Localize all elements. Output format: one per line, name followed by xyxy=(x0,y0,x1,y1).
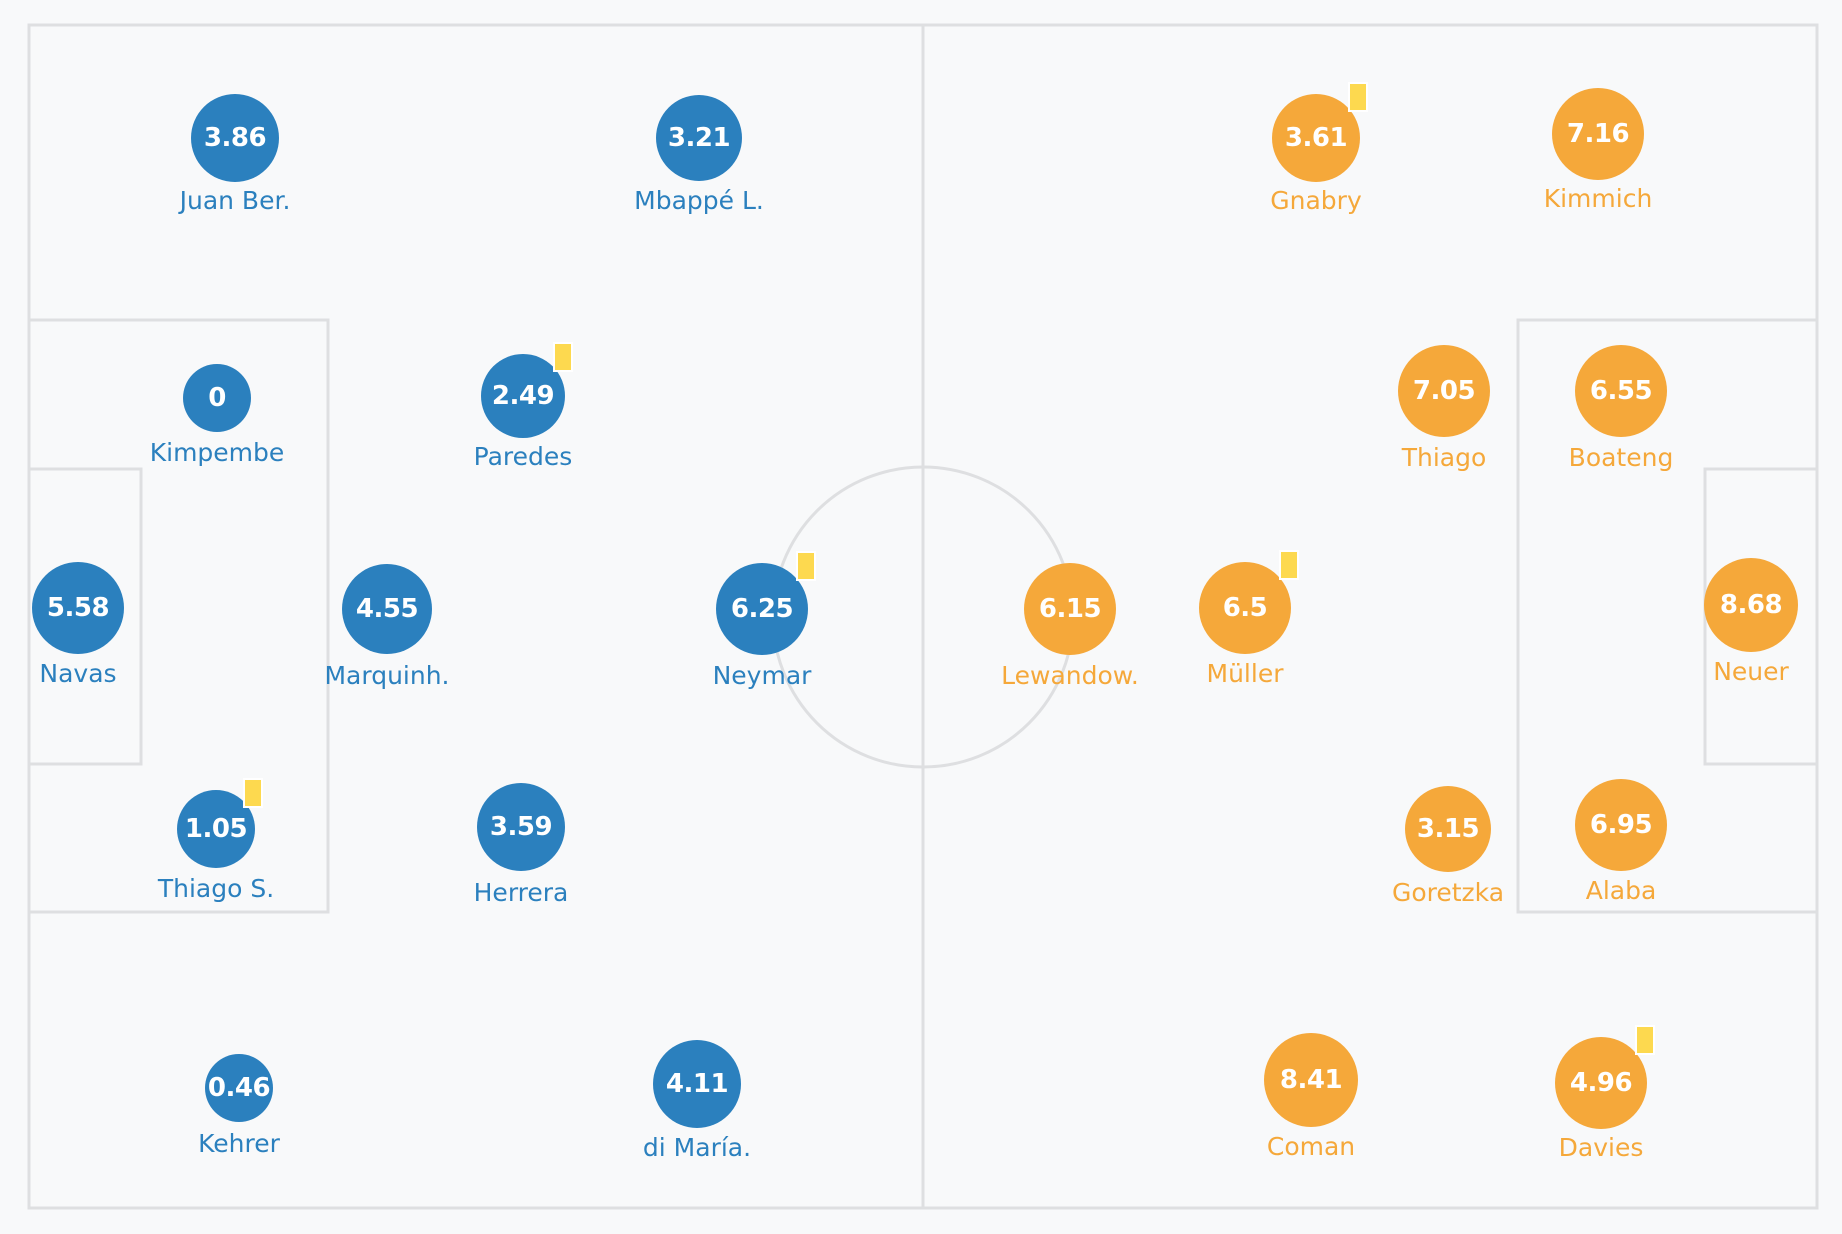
player-name: Kimmich xyxy=(1543,184,1653,213)
player-name: Juan Ber. xyxy=(179,186,291,215)
rating-badge: 3.61 xyxy=(1272,94,1360,182)
player-name: Davies xyxy=(1558,1133,1644,1162)
rating-badge: 6.55 xyxy=(1575,345,1667,437)
player-name: Navas xyxy=(39,659,117,688)
rating-badge: 1.05 xyxy=(177,790,255,868)
rating-badge: 4.11 xyxy=(653,1040,741,1128)
player-name: Gnabry xyxy=(1270,186,1362,215)
player-name: Thiago S. xyxy=(157,874,275,903)
player-name: Kehrer xyxy=(198,1129,280,1158)
player-name: Marquinh. xyxy=(324,661,450,690)
player-name: Kimpembe xyxy=(149,438,285,467)
player-name: di María. xyxy=(642,1133,752,1162)
rating-badge: 5.58 xyxy=(32,562,124,654)
player-name: Boateng xyxy=(1568,443,1674,472)
player-name: Neymar xyxy=(712,661,812,690)
yellow-card-icon xyxy=(1279,550,1299,580)
rating-badge: 3.21 xyxy=(656,95,742,181)
player-name: Herrera xyxy=(473,878,569,907)
rating-badge: 4.55 xyxy=(342,564,432,654)
player-name: Paredes xyxy=(473,442,573,471)
rating-badge: 6.15 xyxy=(1024,563,1116,655)
yellow-card-icon xyxy=(1635,1025,1655,1055)
rating-badge: 3.86 xyxy=(191,94,279,182)
rating-badge: 6.5 xyxy=(1199,562,1291,654)
player-name: Thiago xyxy=(1401,443,1487,472)
player-name: Neuer xyxy=(1713,657,1789,686)
player-name: Mbappé L. xyxy=(634,186,764,215)
player-name: Müller xyxy=(1206,659,1284,688)
yellow-card-icon xyxy=(1348,82,1368,112)
left-goal-area xyxy=(27,467,143,766)
rating-badge: 0.46 xyxy=(205,1054,273,1122)
rating-badge: 4.96 xyxy=(1555,1037,1647,1129)
rating-badge: 6.95 xyxy=(1575,779,1667,871)
rating-badge: 3.15 xyxy=(1405,786,1491,872)
player-name: Coman xyxy=(1266,1132,1356,1161)
player-name: Goretzka xyxy=(1391,878,1505,907)
rating-badge: 0 xyxy=(183,364,251,432)
rating-badge: 7.16 xyxy=(1552,88,1644,180)
rating-badge: 8.68 xyxy=(1704,558,1798,652)
yellow-card-icon xyxy=(243,778,263,808)
rating-badge: 7.05 xyxy=(1398,345,1490,437)
rating-badge: 3.59 xyxy=(477,783,565,871)
player-name: Alaba xyxy=(1585,876,1657,905)
yellow-card-icon xyxy=(796,551,816,581)
player-name: Lewandow. xyxy=(1001,661,1139,690)
yellow-card-icon xyxy=(553,342,573,372)
rating-badge: 8.41 xyxy=(1264,1033,1358,1127)
rating-badge: 2.49 xyxy=(481,354,565,438)
rating-badge: 6.25 xyxy=(716,563,808,655)
